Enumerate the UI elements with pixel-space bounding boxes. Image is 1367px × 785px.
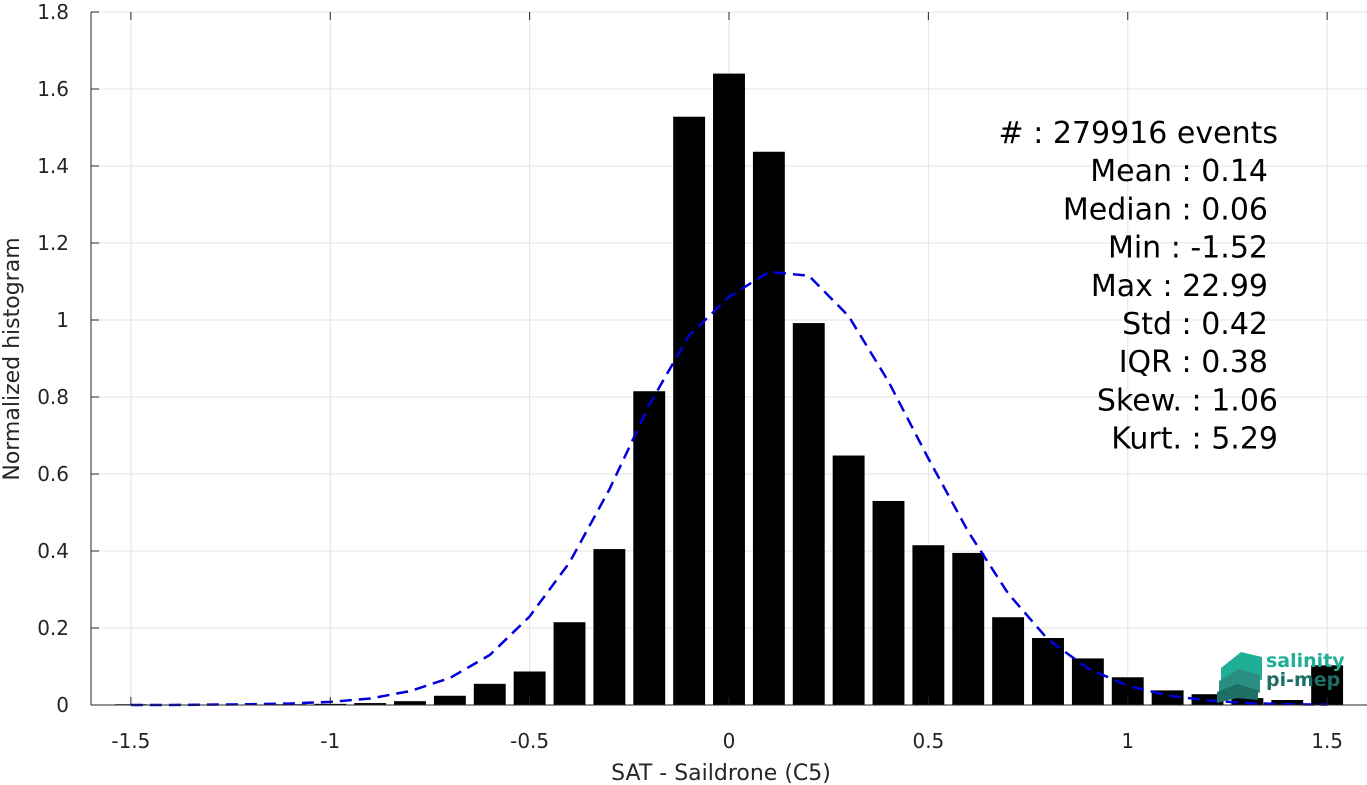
y-tick-labels: 0 0.2 0.4 0.6 0.8 1 1.2 1.4 1.6 1.8 (37, 0, 69, 717)
histogram-bar (473, 683, 506, 705)
histogram-bar (394, 701, 426, 705)
histogram-bar (832, 455, 865, 705)
histogram-bar (633, 391, 666, 705)
histogram-bar (912, 545, 945, 705)
histogram-bars (114, 73, 1344, 706)
y-tick-label: 1 (56, 308, 69, 332)
stats-line: Std : 0.42 (1122, 307, 1268, 342)
x-tick-label: -1.5 (111, 729, 150, 753)
y-axis-label: Normalized histogram (0, 237, 25, 480)
y-tick-label: 0.2 (37, 616, 69, 640)
x-tick-label: -0.5 (510, 729, 549, 753)
salinity-pi-mep-logo: salinity pi-mep (1217, 650, 1345, 703)
x-tick-label: 0.5 (912, 729, 944, 753)
y-tick-label: 1.2 (37, 231, 69, 255)
y-tick-label: 1.8 (37, 0, 69, 24)
histogram-bar (713, 73, 745, 706)
y-tick-label: 0.4 (37, 539, 69, 563)
stats-line: # : 279916 events (999, 116, 1278, 151)
histogram-bar (752, 151, 785, 705)
y-tick-label: 0.6 (37, 462, 69, 486)
histogram-bar (553, 622, 586, 705)
stats-line: Max : 22.99 (1091, 269, 1268, 304)
histogram-bar (433, 695, 466, 705)
stats-line: IQR : 0.38 (1119, 345, 1268, 380)
x-tick-label: 1.5 (1311, 729, 1343, 753)
y-tick-label: 0.8 (37, 385, 69, 409)
x-axis-label: SAT - Saildrone (C5) (611, 761, 831, 785)
stats-line: Skew. : 1.06 (1097, 383, 1278, 418)
logo-text-pi-mep: pi-mep (1266, 669, 1340, 691)
histogram-bar (792, 323, 825, 705)
axes (90, 11, 1367, 706)
histogram-bar (1231, 698, 1264, 705)
y-tick-label: 1.4 (37, 154, 69, 178)
histogram-bar (992, 617, 1025, 705)
y-tick-label: 0 (56, 693, 69, 717)
histogram-bar (872, 500, 905, 705)
histogram-bar (354, 703, 387, 705)
x-tick-label: -1 (320, 729, 340, 753)
stats-line: Mean : 0.14 (1090, 154, 1268, 189)
histogram-bar (673, 116, 706, 706)
y-tick-label: 1.6 (37, 77, 69, 101)
logo-mark (1217, 652, 1262, 703)
x-tick-labels: -1.5 -1 -0.5 0 0.5 1 1.5 (111, 729, 1343, 753)
histogram-bar (1271, 699, 1304, 705)
stats-line: Min : -1.52 (1108, 231, 1268, 266)
x-tick-label: 0 (723, 729, 736, 753)
stats-line: Median : 0.06 (1063, 192, 1268, 227)
x-tick-label: 1 (1121, 729, 1134, 753)
histogram-bar (952, 552, 985, 705)
stats-line: Kurt. : 5.29 (1111, 422, 1278, 457)
histogram-bar (593, 549, 626, 705)
histogram-bar (1032, 638, 1064, 705)
logo-text-salinity: salinity (1266, 650, 1345, 672)
histogram-bar (1071, 658, 1104, 705)
